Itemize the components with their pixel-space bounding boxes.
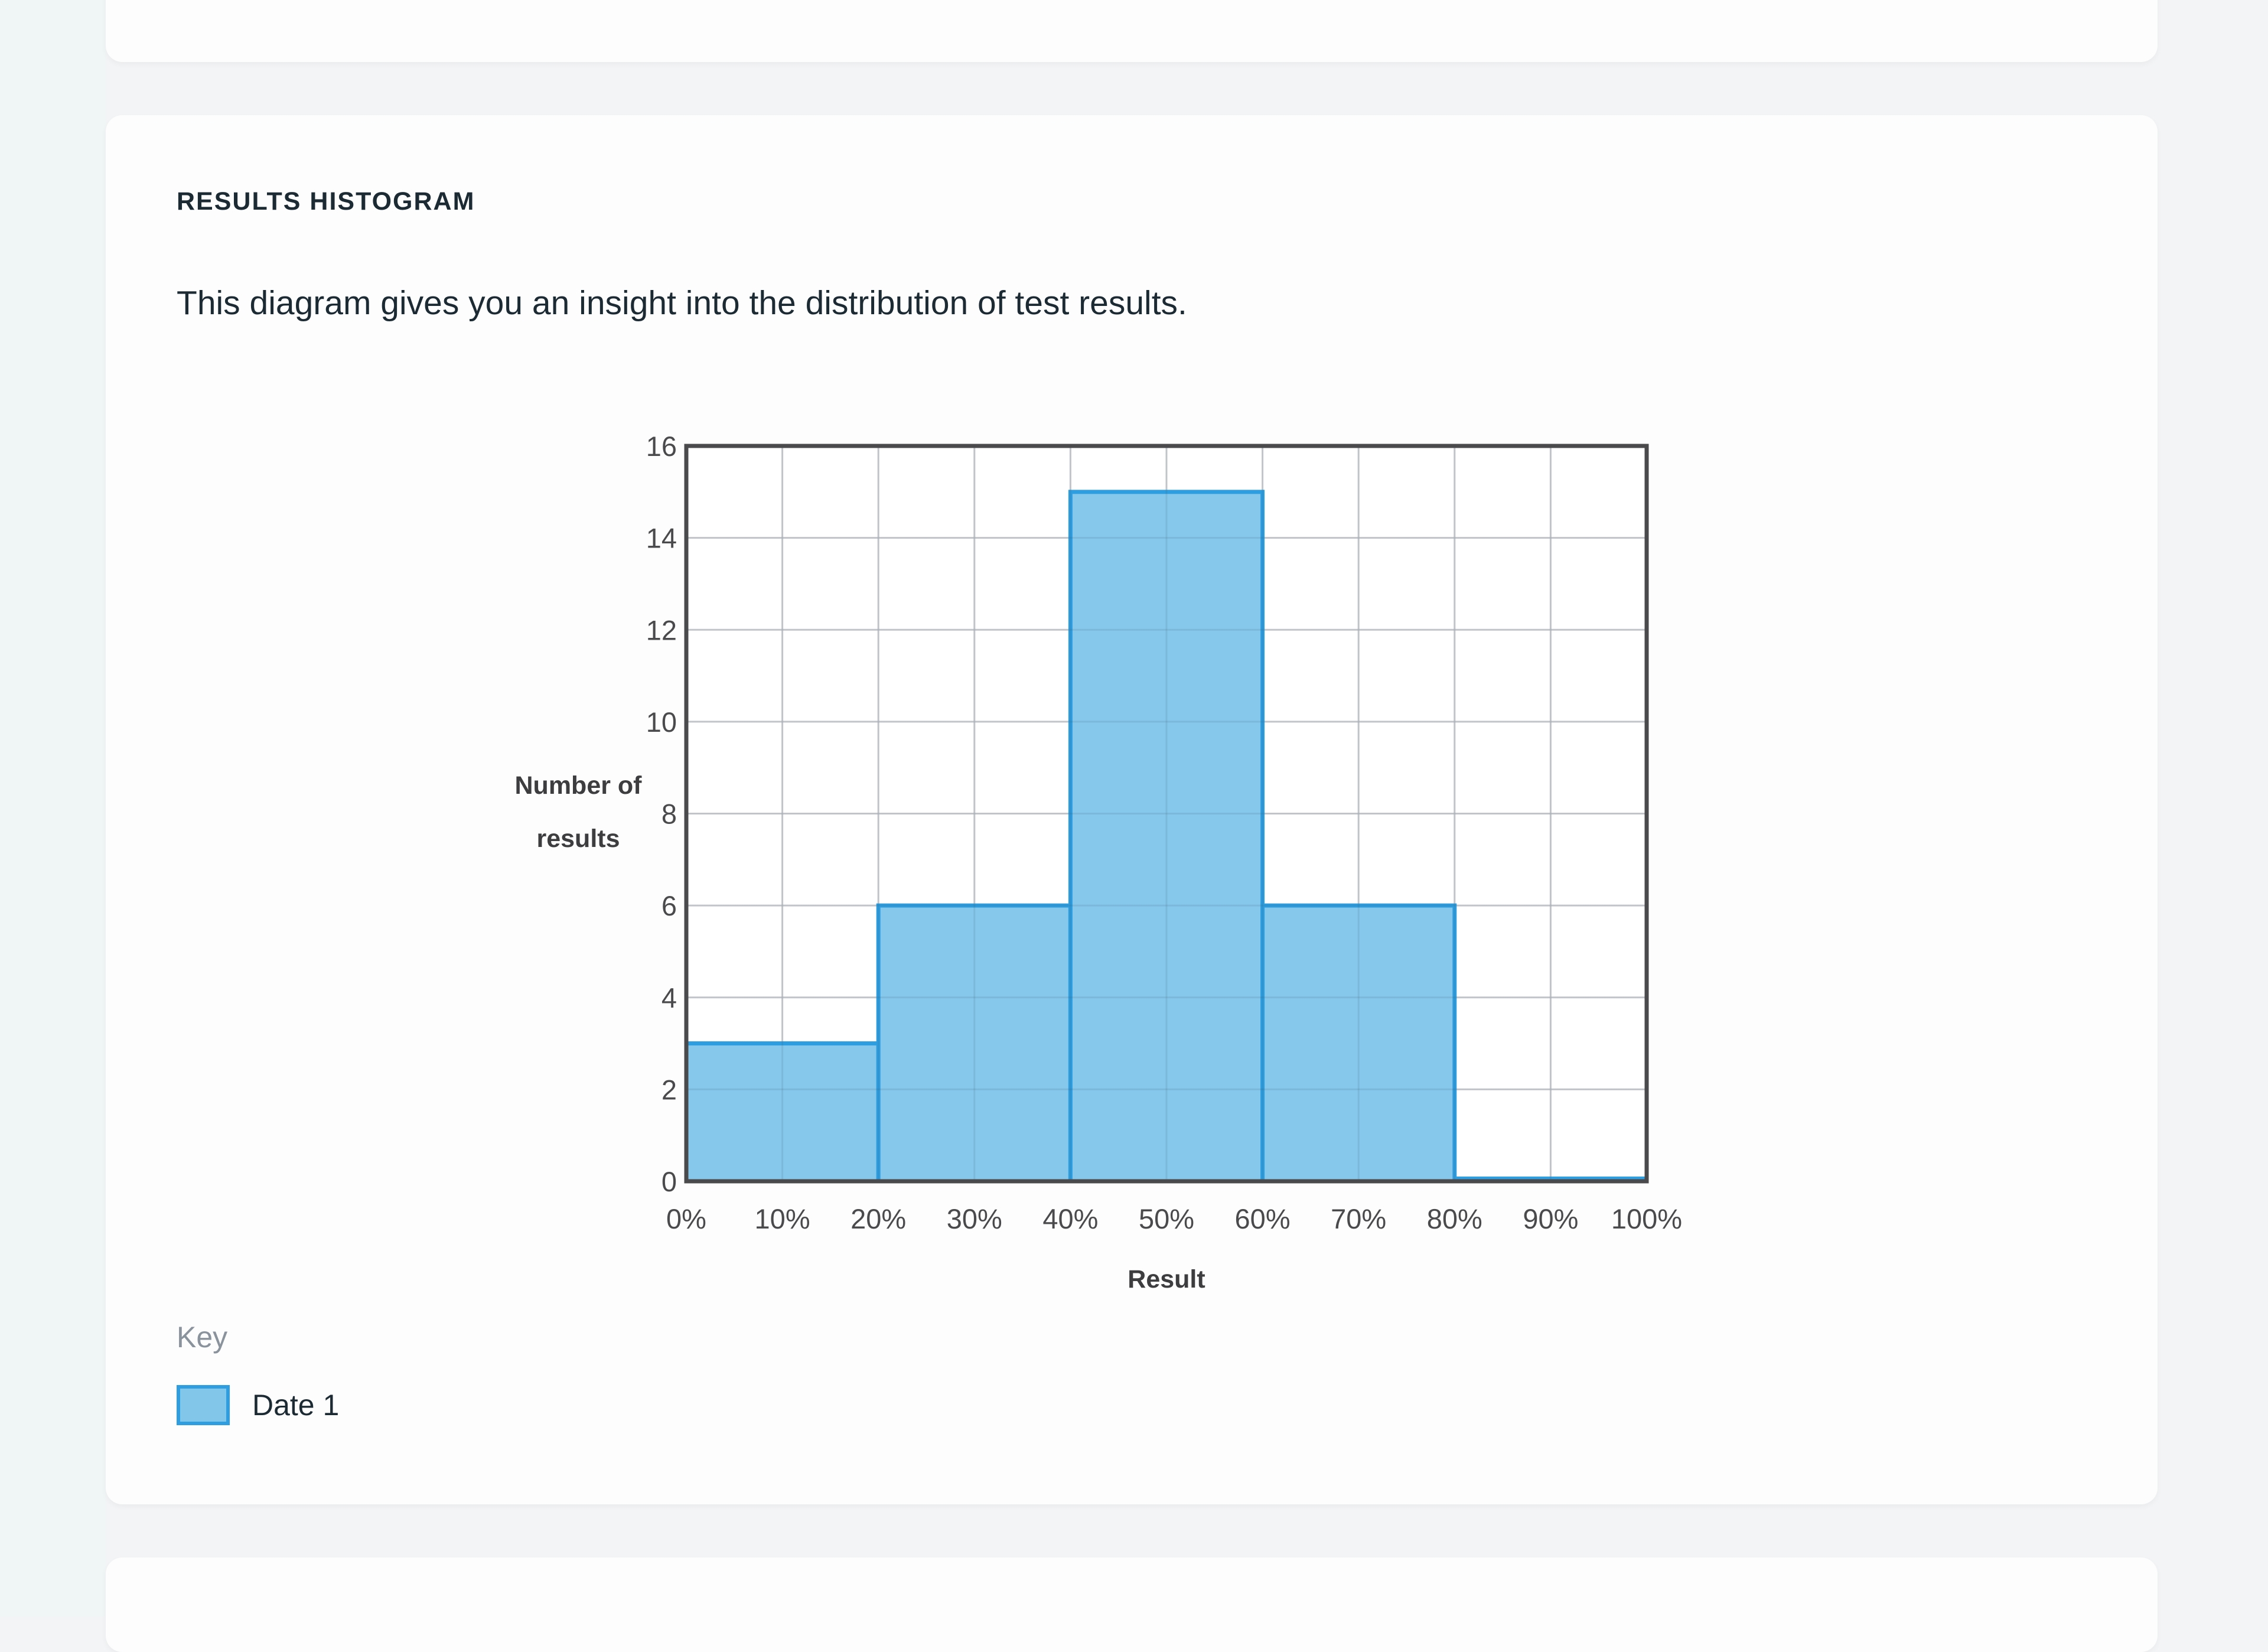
x-tick-label: 0%: [666, 1203, 706, 1234]
histogram-chart: 0 2 4 6 8 10 12 14 16 0% 10% 20% 30% 40% 50% 60% 70% 80% 9…: [646, 431, 1682, 1293]
x-tick-label: 60%: [1235, 1203, 1291, 1234]
x-tick-label: 40%: [1042, 1203, 1098, 1234]
y-axis-label-line-2: results: [536, 825, 620, 853]
next-card: [106, 1557, 2158, 1652]
x-tick-label: 10%: [755, 1203, 810, 1234]
legend-item-date-1: Date 1: [177, 1385, 339, 1425]
histogram-bar: [684, 1041, 881, 1184]
y-tick-label: 16: [646, 431, 677, 462]
y-tick-label: 10: [646, 706, 677, 738]
section-description: This diagram gives you an insight into t…: [177, 284, 1187, 322]
plot-frame: [684, 444, 1649, 1184]
results-histogram-card: RESULTS HISTOGRAM This diagram gives you…: [106, 115, 2158, 1504]
y-tick-label: 14: [646, 523, 677, 554]
x-tick-label: 80%: [1427, 1203, 1482, 1234]
section-title: RESULTS HISTOGRAM: [177, 187, 475, 216]
x-tick-label: 90%: [1523, 1203, 1578, 1234]
x-tick-label: 70%: [1331, 1203, 1386, 1234]
y-tick-label: 12: [646, 614, 677, 646]
y-tick-label: 2: [662, 1074, 677, 1105]
histogram-bar: [1068, 490, 1265, 1184]
y-tick-label: 0: [662, 1166, 677, 1197]
page-background: [0, 0, 106, 1617]
y-axis-label: Number of results: [460, 759, 696, 865]
histogram-bar: [876, 903, 1073, 1184]
previous-card: [106, 0, 2158, 62]
y-axis-label-line-1: Number of: [514, 771, 642, 800]
x-tick-label: 100%: [1611, 1203, 1682, 1234]
x-tick-label: 20%: [850, 1203, 906, 1234]
legend-item-label: Date 1: [252, 1389, 340, 1422]
legend-heading: Key: [177, 1321, 228, 1354]
x-tick-label: 50%: [1139, 1203, 1194, 1234]
y-tick-label: 8: [662, 799, 677, 830]
x-tick-label: 30%: [947, 1203, 1002, 1234]
legend-swatch: [177, 1385, 230, 1425]
y-tick-label: 4: [662, 982, 677, 1014]
y-tick-label: 6: [662, 890, 677, 921]
x-axis-label: Result: [1128, 1265, 1205, 1293]
